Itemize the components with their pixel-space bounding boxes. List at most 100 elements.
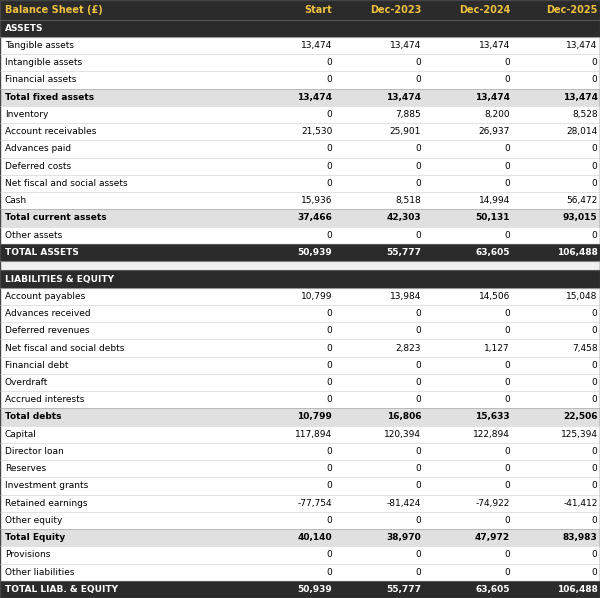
Text: 0: 0 <box>326 568 332 576</box>
Text: 8,200: 8,200 <box>484 110 510 119</box>
Text: Capital: Capital <box>5 430 37 439</box>
Text: 0: 0 <box>326 378 332 387</box>
Bar <box>0 374 600 391</box>
Bar <box>0 340 600 356</box>
Text: Advances received: Advances received <box>5 309 91 318</box>
Text: 125,394: 125,394 <box>560 430 598 439</box>
Text: Net fiscal and social debts: Net fiscal and social debts <box>5 343 124 352</box>
Bar <box>0 123 600 141</box>
Bar <box>0 192 600 209</box>
Text: 122,894: 122,894 <box>473 430 510 439</box>
Text: 0: 0 <box>592 481 598 490</box>
Text: Reserves: Reserves <box>5 464 46 473</box>
Text: 22,506: 22,506 <box>563 413 598 422</box>
Text: 50,131: 50,131 <box>476 213 510 222</box>
Text: 0: 0 <box>592 179 598 188</box>
Text: 26,937: 26,937 <box>479 127 510 136</box>
Bar <box>0 227 600 244</box>
Text: 0: 0 <box>592 231 598 240</box>
Text: 0: 0 <box>504 378 510 387</box>
Text: Dec-2023: Dec-2023 <box>370 5 421 15</box>
Bar <box>0 37 600 54</box>
Text: Investment grants: Investment grants <box>5 481 88 490</box>
Bar <box>0 477 600 495</box>
Text: 0: 0 <box>504 481 510 490</box>
Text: 0: 0 <box>504 145 510 154</box>
Text: 50,939: 50,939 <box>298 248 332 257</box>
Bar <box>0 305 600 322</box>
Bar <box>0 71 600 89</box>
Text: 25,901: 25,901 <box>390 127 421 136</box>
Text: 0: 0 <box>415 395 421 404</box>
Text: 0: 0 <box>415 447 421 456</box>
Text: 0: 0 <box>504 568 510 576</box>
Bar <box>0 175 600 192</box>
Text: 0: 0 <box>415 568 421 576</box>
Text: 0: 0 <box>326 75 332 84</box>
Text: 28,014: 28,014 <box>566 127 598 136</box>
Text: 0: 0 <box>415 464 421 473</box>
Text: 0: 0 <box>326 343 332 352</box>
Text: Provisions: Provisions <box>5 550 50 559</box>
Text: Overdraft: Overdraft <box>5 378 48 387</box>
Text: 15,633: 15,633 <box>475 413 510 422</box>
Text: 47,972: 47,972 <box>475 533 510 542</box>
Bar <box>0 391 600 408</box>
Bar <box>0 512 600 529</box>
Text: 0: 0 <box>592 309 598 318</box>
Text: 0: 0 <box>415 516 421 525</box>
Text: 0: 0 <box>326 361 332 370</box>
Text: 0: 0 <box>592 145 598 154</box>
Bar <box>0 261 600 270</box>
Text: Inventory: Inventory <box>5 110 48 119</box>
Text: 13,474: 13,474 <box>479 41 510 50</box>
Text: Advances paid: Advances paid <box>5 145 71 154</box>
Text: 0: 0 <box>415 309 421 318</box>
Text: 120,394: 120,394 <box>384 430 421 439</box>
Text: 42,303: 42,303 <box>386 213 421 222</box>
Text: 15,936: 15,936 <box>301 196 332 205</box>
Text: TOTAL LIAB. & EQUITY: TOTAL LIAB. & EQUITY <box>5 585 118 594</box>
Text: 0: 0 <box>415 58 421 67</box>
Text: 0: 0 <box>326 327 332 335</box>
Text: Dec-2024: Dec-2024 <box>458 5 510 15</box>
Text: 106,488: 106,488 <box>557 248 598 257</box>
Text: 0: 0 <box>592 58 598 67</box>
Text: Balance Sheet (£): Balance Sheet (£) <box>5 5 103 15</box>
Text: -41,412: -41,412 <box>563 499 598 508</box>
Text: 0: 0 <box>592 161 598 170</box>
Text: 0: 0 <box>592 464 598 473</box>
Text: 0: 0 <box>326 231 332 240</box>
Text: Other assets: Other assets <box>5 231 62 240</box>
Text: 16,806: 16,806 <box>387 413 421 422</box>
Bar <box>0 460 600 477</box>
Text: 0: 0 <box>415 550 421 559</box>
Text: Deferred costs: Deferred costs <box>5 161 71 170</box>
Text: 13,474: 13,474 <box>390 41 421 50</box>
Text: 21,530: 21,530 <box>301 127 332 136</box>
Text: 1,127: 1,127 <box>484 343 510 352</box>
Text: 0: 0 <box>592 75 598 84</box>
Text: 0: 0 <box>326 161 332 170</box>
Text: 37,466: 37,466 <box>298 213 332 222</box>
Text: 0: 0 <box>415 327 421 335</box>
Text: Director loan: Director loan <box>5 447 64 456</box>
Text: 0: 0 <box>326 516 332 525</box>
Text: 0: 0 <box>592 447 598 456</box>
Text: Start: Start <box>305 5 332 15</box>
Text: 0: 0 <box>504 309 510 318</box>
Bar <box>0 426 600 443</box>
Text: 0: 0 <box>326 145 332 154</box>
Text: 0: 0 <box>326 110 332 119</box>
Text: 0: 0 <box>504 179 510 188</box>
Text: -74,922: -74,922 <box>476 499 510 508</box>
Text: 0: 0 <box>504 231 510 240</box>
Text: 40,140: 40,140 <box>298 533 332 542</box>
Bar <box>0 20 600 37</box>
Text: 0: 0 <box>504 58 510 67</box>
Text: 93,015: 93,015 <box>563 213 598 222</box>
Bar <box>0 158 600 175</box>
Text: 0: 0 <box>504 550 510 559</box>
Text: 50,939: 50,939 <box>298 585 332 594</box>
Text: 0: 0 <box>326 481 332 490</box>
